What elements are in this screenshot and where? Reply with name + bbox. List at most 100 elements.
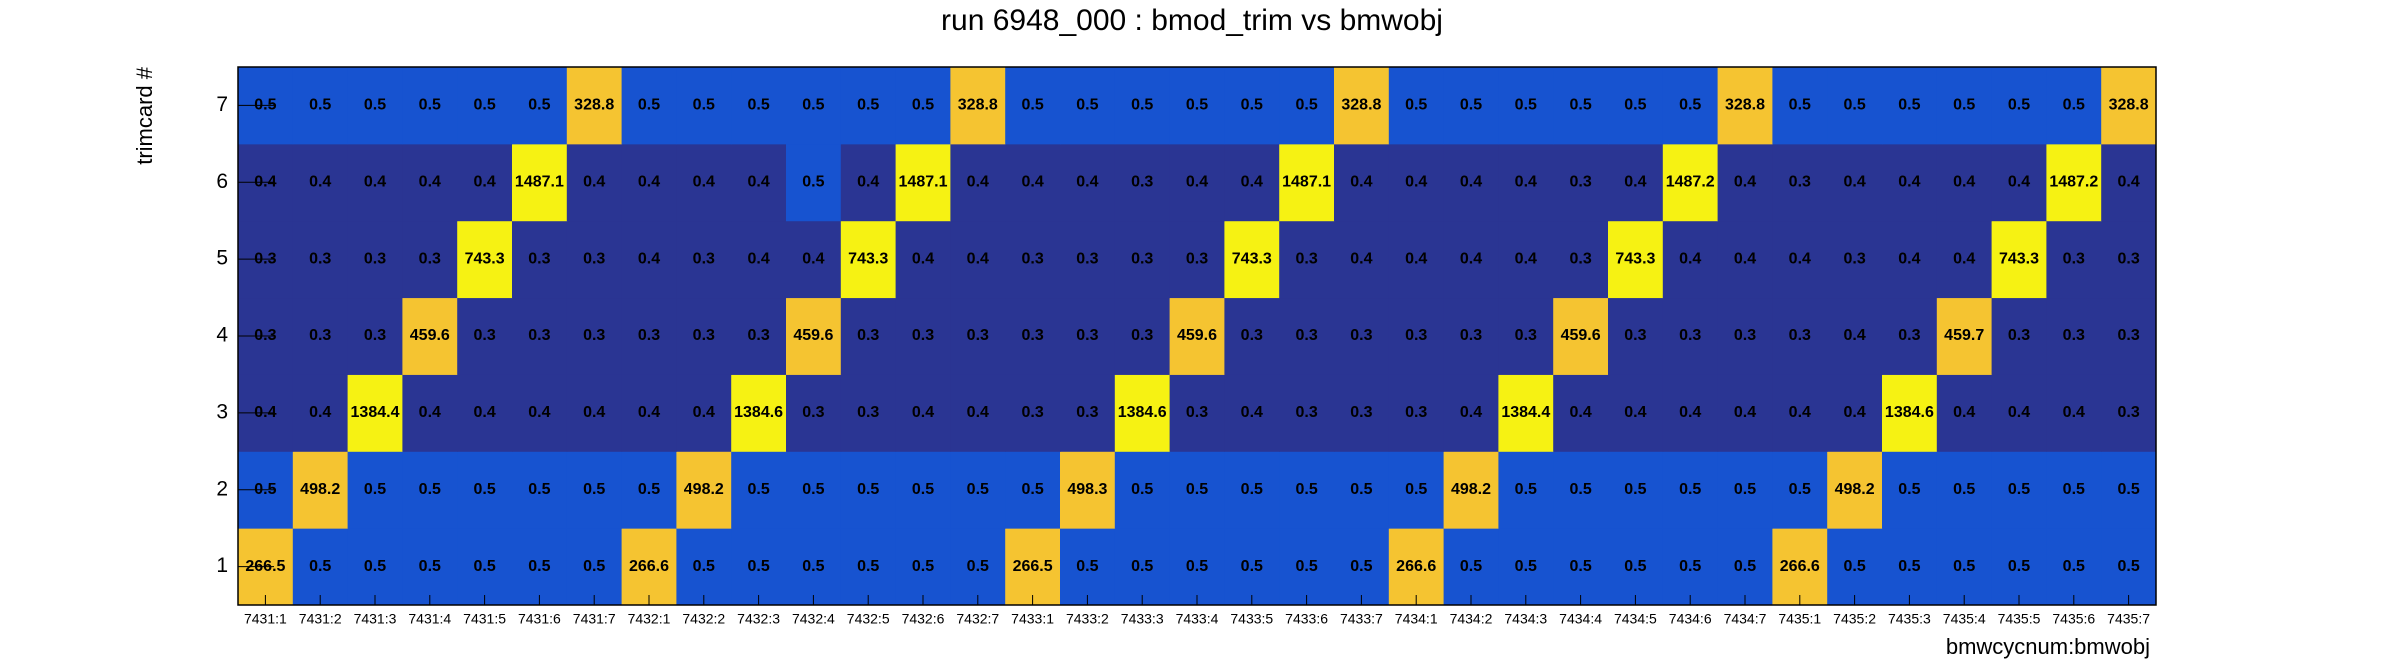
- x-tick-label: 7434:1: [1395, 611, 1438, 627]
- heatmap-cell: [1005, 220, 1061, 299]
- cell-label: 0.5: [364, 481, 386, 498]
- heatmap-cell: [1717, 67, 1773, 145]
- cell-label: 0.3: [1679, 327, 1701, 344]
- cell-label: 743.3: [1232, 250, 1272, 267]
- cell-label: 0.5: [1405, 481, 1427, 498]
- cell-label: 0.3: [2008, 327, 2030, 344]
- cell-label: 0.4: [1460, 404, 1482, 421]
- cell-label: 0.5: [1076, 558, 1098, 575]
- cell-label: 0.4: [638, 174, 660, 191]
- heatmap-cell: [950, 297, 1006, 375]
- heatmap-cell: [1882, 297, 1938, 375]
- heatmap-cell: [512, 528, 568, 606]
- cell-label: 0.5: [1843, 558, 1865, 575]
- cell-label: 0.4: [1076, 174, 1098, 191]
- cell-label: 0.3: [2117, 250, 2139, 267]
- heatmap-cell: [1443, 451, 1499, 529]
- cell-label: 266.5: [1013, 558, 1053, 575]
- heatmap-cell: [1991, 528, 2047, 606]
- cell-label: 0.5: [1515, 97, 1537, 114]
- cell-label: 0.4: [747, 250, 769, 267]
- cell-label: 266.6: [1780, 558, 1820, 575]
- cell-label: 0.5: [2117, 558, 2139, 575]
- cell-label: 0.5: [1131, 558, 1153, 575]
- heatmap-cell: [1608, 143, 1664, 222]
- x-tick-label: 7433:6: [1285, 611, 1328, 627]
- heatmap-cell: [676, 528, 732, 606]
- heatmap-cell: [1334, 67, 1390, 145]
- heatmap-cell: [786, 528, 842, 606]
- cell-label: 0.5: [1734, 481, 1756, 498]
- heatmap-cell: [1224, 67, 1280, 145]
- cell-label: 0.4: [473, 404, 495, 421]
- x-tick-label: 7431:5: [463, 611, 506, 627]
- heatmap-cell: [1498, 451, 1554, 529]
- heatmap-cell: [512, 143, 568, 222]
- cell-label: 0.4: [2008, 174, 2030, 191]
- heatmap-cell: [2101, 297, 2157, 375]
- heatmap-cell: [1882, 451, 1938, 529]
- heatmap-cell: [1827, 220, 1883, 299]
- cell-label: 0.3: [1405, 404, 1427, 421]
- cell-label: 0.4: [1241, 174, 1263, 191]
- heatmap-cell: [1608, 528, 1664, 606]
- heatmap-cell: [1060, 374, 1116, 452]
- heatmap-cell: [1443, 143, 1499, 222]
- heatmap-cell: [2046, 451, 2102, 529]
- cell-label: 0.5: [1624, 558, 1646, 575]
- heatmap-cell: [2101, 67, 2157, 145]
- cell-label: 0.5: [1515, 558, 1537, 575]
- cell-label: 0.5: [912, 481, 934, 498]
- cell-label: 0.5: [583, 481, 605, 498]
- heatmap-cell: [1224, 220, 1280, 299]
- cell-label: 0.5: [583, 558, 605, 575]
- cell-label: 266.6: [1396, 558, 1436, 575]
- heatmap-cell: [566, 220, 623, 299]
- heatmap-cell: [1169, 67, 1225, 145]
- cell-label: 498.3: [1067, 481, 1107, 498]
- heatmap-cell: [731, 451, 787, 529]
- cell-label: 0.5: [1679, 97, 1701, 114]
- cell-label: 0.3: [1131, 174, 1153, 191]
- cell-label: 0.4: [1460, 250, 1482, 267]
- cell-label: 459.6: [1177, 327, 1217, 344]
- heatmap-cell: [731, 143, 787, 222]
- heatmap-cell: [786, 451, 842, 529]
- heatmap-cell: [786, 220, 842, 299]
- heatmap-cell: [1991, 67, 2047, 145]
- heatmap-cell: [512, 374, 568, 452]
- heatmap-cell: [1662, 374, 1719, 452]
- cell-label: 0.3: [419, 250, 441, 267]
- heatmap-cell: [2046, 374, 2102, 452]
- cell-label: 0.3: [638, 327, 660, 344]
- cell-label: 0.4: [583, 174, 605, 191]
- x-tick-label: 7432:1: [628, 611, 671, 627]
- cell-label: 0.3: [1460, 327, 1482, 344]
- heatmap-cell: [1772, 451, 1828, 529]
- heatmap-cell: [1498, 220, 1554, 299]
- cell-label: 0.3: [1131, 250, 1153, 267]
- heatmap-cell: [2046, 528, 2102, 606]
- heatmap-cell: [1443, 220, 1499, 299]
- cell-label: 0.5: [638, 481, 660, 498]
- heatmap-cell: [1224, 451, 1280, 529]
- cell-label: 0.5: [2008, 481, 2030, 498]
- cell-label: 0.4: [1789, 404, 1811, 421]
- heatmap-cell: [347, 528, 403, 606]
- heatmap-cell: [2046, 297, 2102, 375]
- cell-label: 459.6: [793, 327, 833, 344]
- heatmap-cell: [895, 220, 951, 299]
- heatmap-cell: [621, 297, 677, 375]
- cell-label: 743.3: [465, 250, 505, 267]
- heatmap-cell: [1553, 297, 1609, 375]
- heatmap-cell: [292, 374, 349, 452]
- cell-label: 0.3: [1076, 327, 1098, 344]
- cell-label: 0.5: [1295, 558, 1317, 575]
- heatmap-cell: [1608, 67, 1664, 145]
- cell-label: 0.5: [1679, 558, 1701, 575]
- heatmap-cell: [347, 67, 403, 145]
- heatmap-cell: [1827, 67, 1883, 145]
- heatmap-cell: [1882, 528, 1938, 606]
- heatmap-cell: [1279, 297, 1335, 375]
- cell-label: 0.4: [419, 404, 441, 421]
